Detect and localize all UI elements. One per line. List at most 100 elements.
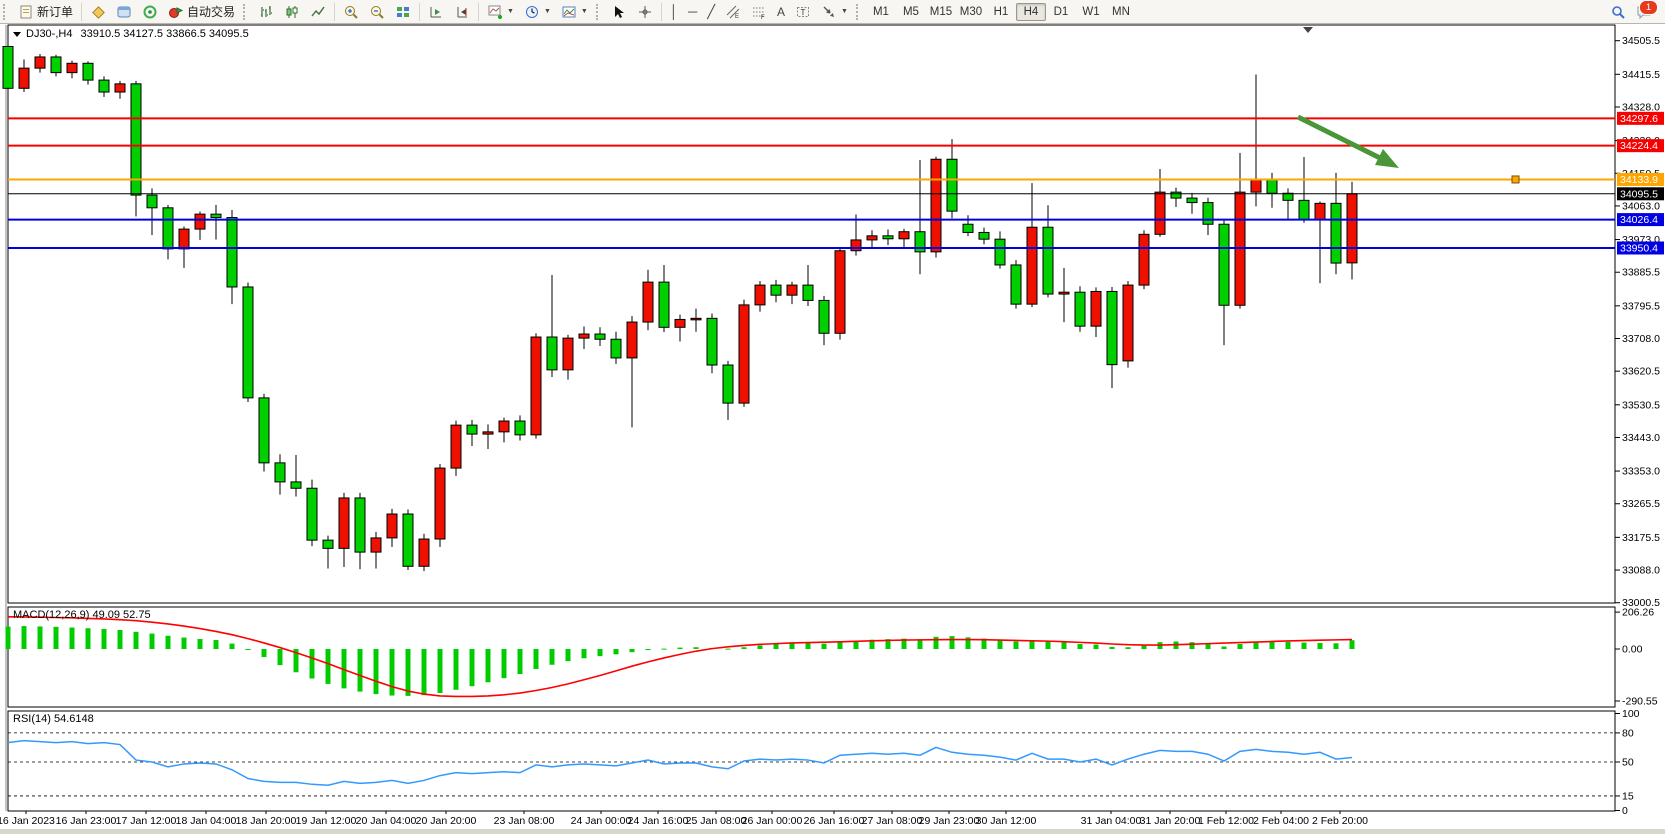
macd-histogram-bar	[853, 640, 859, 649]
channel-button[interactable]: E	[720, 1, 746, 23]
notification-badge: 1	[1639, 0, 1658, 15]
tab-w1[interactable]: W1	[1082, 5, 1100, 18]
auto-trading-button[interactable]: 自动交易	[163, 0, 240, 23]
cursor-button[interactable]	[606, 1, 632, 23]
macd-histogram-bar	[117, 630, 123, 649]
zoom-out-button[interactable]	[364, 1, 390, 23]
toolbar-grip[interactable]	[855, 3, 863, 20]
macd-histogram-bar	[517, 649, 523, 675]
tab-m1[interactable]: M1	[872, 5, 889, 18]
tab-h1[interactable]: H1	[993, 5, 1009, 18]
auto-trading-label: 自动交易	[187, 5, 236, 19]
candle-body	[1218, 223, 1230, 306]
annotation-arrow-head[interactable]	[1375, 149, 1399, 168]
candle-body	[1298, 199, 1310, 221]
rsi-axis-label: 50	[1622, 757, 1634, 769]
data-window-button[interactable]	[111, 1, 137, 23]
macd-histogram-bar	[101, 628, 107, 649]
new-order-icon	[18, 4, 34, 20]
chevron-down-icon: ▼	[580, 8, 588, 15]
chart-menu-icon[interactable]	[13, 31, 21, 37]
navigator-button[interactable]	[137, 1, 163, 23]
text-button[interactable]: A	[772, 1, 790, 23]
macd-histogram-bar	[1045, 640, 1051, 649]
candle-body	[98, 79, 110, 93]
candle-body	[418, 538, 430, 567]
macd-histogram-bar	[1237, 643, 1243, 649]
crosshair-icon	[637, 4, 653, 20]
candle-body	[962, 223, 974, 233]
zoom-in-icon	[343, 4, 359, 20]
zoom-in-button[interactable]	[338, 1, 364, 23]
market-watch-button[interactable]	[85, 1, 111, 23]
macd-histogram-bar	[1061, 642, 1067, 649]
candle-chart-icon	[284, 4, 300, 20]
shapes-button[interactable]: ▼	[816, 1, 853, 23]
new-order-button[interactable]: 新订单	[13, 0, 78, 23]
macd-histogram-bar	[501, 649, 507, 679]
candle-body	[594, 333, 606, 340]
add-indicator-button[interactable]: ▼	[482, 1, 519, 23]
line-chart-button[interactable]	[305, 1, 331, 23]
candle-body	[658, 281, 670, 328]
tab-mn[interactable]: MN	[1112, 5, 1130, 18]
macd-histogram-bar	[149, 633, 155, 649]
svg-text:F: F	[761, 15, 765, 20]
candle-body	[498, 420, 510, 433]
candle-body	[770, 284, 782, 296]
macd-histogram-bar	[613, 649, 619, 655]
macd-histogram-bar	[581, 649, 587, 659]
price-axis-label: 34328.0	[1622, 101, 1660, 113]
tab-m5[interactable]: M5	[902, 5, 919, 18]
fibonacci-button[interactable]: F	[746, 1, 772, 23]
chart-shift-button[interactable]	[449, 1, 475, 23]
horizontal-line-icon: ─	[687, 3, 698, 19]
candle-body	[130, 83, 142, 196]
toolbar-grip[interactable]	[243, 3, 250, 20]
toolbar-grip[interactable]	[595, 3, 603, 20]
candle-body	[610, 338, 622, 359]
fibonacci-icon: F	[751, 4, 767, 21]
search-button[interactable]	[1605, 1, 1631, 23]
price-axis-label: 33443.0	[1622, 432, 1660, 444]
tab-m30[interactable]: M30	[959, 5, 983, 18]
macd-histogram-bar	[1269, 641, 1275, 649]
macd-histogram-bar	[693, 647, 699, 649]
macd-histogram-bar	[245, 649, 251, 650]
candle-body	[1122, 284, 1134, 362]
tab-d1[interactable]: D1	[1053, 5, 1069, 18]
template-button[interactable]: ▼	[556, 1, 593, 23]
line-handle[interactable]	[1511, 175, 1520, 184]
candle-body	[946, 158, 958, 212]
candle-chart-button[interactable]	[279, 1, 305, 23]
candle-body	[642, 281, 654, 323]
tile-windows-button[interactable]	[390, 1, 416, 23]
vertical-line-button[interactable]: │	[665, 1, 683, 23]
candle-body	[210, 213, 222, 219]
crosshair-button[interactable]	[632, 1, 658, 23]
rsi-axis-label: 80	[1622, 727, 1634, 739]
chart-symbol: DJ30-,H4	[26, 28, 73, 40]
time-axis-label: 18 Jan 04:00	[176, 815, 237, 827]
macd-histogram-bar	[773, 643, 779, 649]
tab-h4[interactable]: H4	[1015, 2, 1046, 21]
annotation-arrow[interactable]	[1296, 114, 1384, 162]
candle-body	[1266, 178, 1278, 194]
bar-chart-button[interactable]	[253, 1, 279, 23]
macd-histogram-bar	[1093, 644, 1099, 649]
chart-title[interactable]: DJ30-,H4 33910.5 34127.5 33866.5 34095.5	[13, 28, 249, 40]
tab-m15[interactable]: M15	[929, 5, 953, 18]
auto-scroll-button[interactable]	[423, 1, 449, 23]
trendline-button[interactable]: ╱	[702, 1, 720, 23]
horizontal-line-button[interactable]: ─	[683, 1, 702, 23]
period-button[interactable]: ▼	[519, 1, 556, 23]
candle-body	[834, 250, 846, 334]
text-label-icon: T	[795, 4, 811, 20]
macd-histogram-bar	[757, 645, 763, 649]
macd-histogram-bar	[821, 643, 827, 649]
toolbar-grip[interactable]	[3, 3, 10, 20]
macd-axis-label: -290.55	[1622, 696, 1658, 708]
text-label-button[interactable]: T	[790, 1, 816, 23]
notifications-button[interactable]: 1	[1631, 0, 1658, 23]
